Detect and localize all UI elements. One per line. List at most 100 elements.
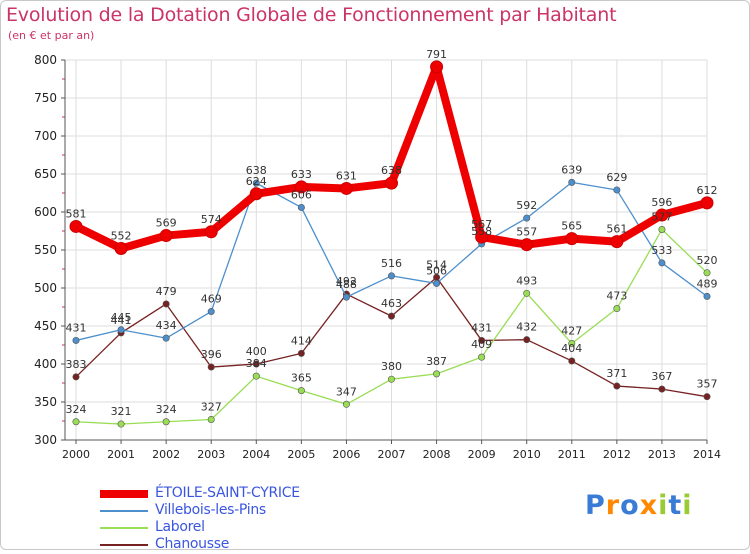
data-point	[342, 293, 350, 301]
data-label: 463	[381, 297, 402, 310]
legend-swatch-villebois-les-pins	[100, 510, 148, 512]
logo-letter: t	[668, 490, 683, 521]
data-label: 357	[697, 378, 718, 391]
logo-letter: o	[620, 490, 640, 521]
data-point	[387, 272, 395, 280]
data-point	[387, 312, 395, 320]
data-point	[433, 370, 441, 378]
data-label: 791	[426, 48, 447, 61]
x-tick-label: 2000	[62, 448, 90, 461]
data-label: 592	[516, 199, 537, 212]
legend-label-laborel: Laborel	[155, 519, 205, 535]
data-point	[162, 300, 170, 308]
legend-label-chanousse: Chanousse	[155, 536, 230, 552]
chart-legend: ÉTOILE-SAINT-CYRICE Villebois-les-Pins L…	[100, 485, 360, 554]
data-point	[568, 178, 576, 186]
data-label: 445	[111, 311, 132, 324]
logo-letter: x	[639, 490, 659, 521]
data-label: 387	[426, 355, 447, 368]
data-point	[433, 279, 441, 287]
x-tick-label: 2006	[332, 448, 360, 461]
legend-label-villebois-les-pins: Villebois-les-Pins	[155, 502, 266, 518]
data-point	[252, 372, 260, 380]
data-point	[252, 179, 260, 187]
data-label: 400	[246, 345, 267, 358]
x-tick-label: 2004	[242, 448, 270, 461]
data-point	[297, 349, 305, 357]
data-point	[703, 292, 711, 300]
data-label: 396	[201, 348, 222, 361]
data-label: 493	[516, 274, 537, 287]
data-point	[613, 305, 621, 313]
data-label: 516	[381, 257, 402, 270]
data-label: 365	[291, 372, 312, 385]
data-point	[658, 225, 666, 233]
x-tick-label: 2010	[513, 448, 541, 461]
x-tick-label: 2011	[558, 448, 586, 461]
data-label: 624	[246, 175, 267, 188]
data-label: 506	[426, 264, 447, 277]
data-point	[159, 229, 173, 243]
data-label: 327	[201, 400, 222, 413]
legend-item-etoile-saint-cyrice[interactable]: ÉTOILE-SAINT-CYRICE	[100, 485, 360, 503]
legend-item-chanousse[interactable]: Chanousse	[100, 536, 360, 554]
data-label: 324	[156, 403, 177, 416]
data-label: 434	[156, 319, 177, 332]
proxiti-logo: Proxiti	[585, 490, 693, 521]
y-tick-label: 500	[34, 281, 57, 295]
data-point	[658, 259, 666, 267]
data-point	[342, 400, 350, 408]
data-point	[72, 373, 80, 381]
data-point	[520, 238, 534, 252]
data-label: 514	[426, 258, 447, 271]
logo-letter: P	[585, 490, 606, 521]
data-point	[700, 196, 714, 210]
y-tick-label: 400	[34, 357, 57, 371]
legend-swatch-chanousse	[100, 544, 148, 546]
data-point	[297, 387, 305, 395]
data-point	[72, 336, 80, 344]
data-label: 565	[561, 220, 582, 233]
y-tick-label: 350	[34, 395, 57, 409]
x-tick-label: 2002	[152, 448, 180, 461]
data-label: 638	[246, 164, 267, 177]
data-point	[523, 289, 531, 297]
data-point	[204, 225, 218, 239]
data-label: 367	[651, 370, 672, 383]
data-label: 629	[606, 171, 627, 184]
data-point	[387, 375, 395, 383]
y-tick-label: 600	[34, 205, 57, 219]
data-point	[613, 186, 621, 194]
data-label: 552	[111, 229, 132, 242]
legend-item-laborel[interactable]: Laborel	[100, 519, 360, 537]
data-label: 432	[516, 321, 537, 334]
data-point	[523, 336, 531, 344]
data-label: 577	[651, 210, 672, 223]
data-label: 533	[651, 244, 672, 257]
data-label: 492	[336, 275, 357, 288]
data-point	[162, 334, 170, 342]
data-label: 404	[561, 342, 582, 355]
data-point	[703, 393, 711, 401]
data-point	[613, 382, 621, 390]
data-label: 409	[471, 338, 492, 351]
data-point	[568, 357, 576, 365]
data-label: 371	[606, 367, 627, 380]
data-point	[294, 180, 308, 194]
data-label: 383	[66, 358, 87, 371]
data-point	[430, 60, 444, 74]
data-point	[385, 176, 398, 190]
data-label: 520	[697, 254, 718, 267]
logo-letter: i	[682, 490, 693, 521]
data-label: 431	[66, 321, 87, 334]
data-label: 473	[606, 290, 627, 303]
data-label: 488	[336, 278, 357, 291]
x-tick-label: 2007	[378, 448, 406, 461]
legend-item-villebois-les-pins[interactable]: Villebois-les-Pins	[100, 502, 360, 520]
data-label: 427	[561, 324, 582, 337]
data-point	[568, 339, 576, 347]
y-tick-label: 550	[34, 243, 57, 257]
data-label: 479	[156, 285, 177, 298]
